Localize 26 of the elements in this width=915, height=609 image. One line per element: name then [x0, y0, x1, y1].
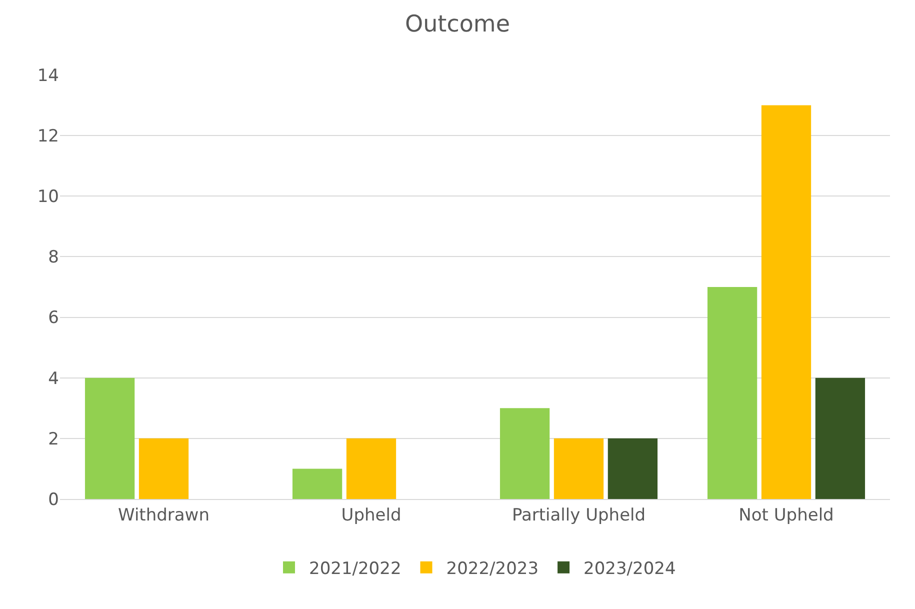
x-tick-label: Upheld: [341, 505, 402, 526]
bar: [608, 438, 658, 499]
x-tick-label: Not Upheld: [738, 505, 834, 526]
bar: [815, 378, 866, 499]
y-tick-label: 0: [48, 490, 59, 510]
y-tick-label: 12: [37, 126, 59, 147]
x-tick-label: Partially Upheld: [512, 505, 646, 526]
bar: [554, 438, 604, 499]
bar: [761, 105, 812, 499]
y-tick-label: 2: [48, 429, 59, 450]
chart-title: Outcome: [405, 11, 510, 38]
legend-label: 2021/2022: [309, 559, 402, 580]
bar: [500, 408, 550, 499]
bar: [346, 438, 396, 499]
legend-label: 2023/2024: [584, 559, 676, 580]
y-tick-label: 4: [48, 368, 59, 389]
bar: [84, 378, 135, 499]
x-tick-label: Withdrawn: [118, 505, 210, 526]
bar: [138, 438, 189, 499]
legend-label: 2022/2023: [446, 559, 539, 580]
y-tick-label: 8: [48, 248, 59, 268]
y-tick-label: 14: [37, 66, 59, 86]
bar: [292, 468, 342, 499]
y-tick-label: 10: [37, 187, 59, 208]
y-tick-label: 6: [48, 308, 59, 328]
bar: [707, 287, 758, 499]
